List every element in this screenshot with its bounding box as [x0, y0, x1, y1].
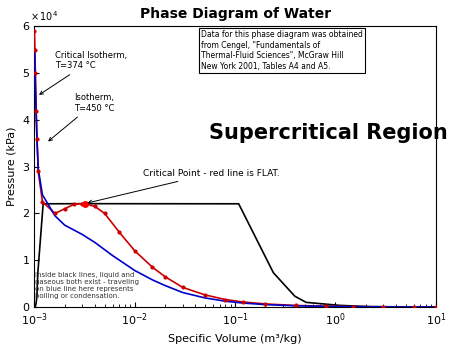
- Text: $\times\,10^4$: $\times\,10^4$: [30, 10, 59, 24]
- Text: Critical Isotherm,
T=374 °C: Critical Isotherm, T=374 °C: [40, 51, 127, 94]
- Text: Critical Point - red line is FLAT.: Critical Point - red line is FLAT.: [88, 169, 279, 204]
- Y-axis label: Pressure (kPa): Pressure (kPa): [7, 127, 17, 206]
- Title: Phase Diagram of Water: Phase Diagram of Water: [140, 7, 331, 21]
- Text: Inside black lines, liquid and
gaseous both exist - traveling
on blue line here : Inside black lines, liquid and gaseous b…: [36, 272, 139, 299]
- Text: Isotherm,
T=450 °C: Isotherm, T=450 °C: [49, 93, 115, 141]
- Text: Data for this phase diagram was obtained
from Cengel, "Fundamentals of
Thermal-F: Data for this phase diagram was obtained…: [201, 31, 363, 71]
- X-axis label: Specific Volume (m³/kg): Specific Volume (m³/kg): [168, 334, 302, 344]
- Text: Supercritical Region: Supercritical Region: [209, 122, 448, 143]
